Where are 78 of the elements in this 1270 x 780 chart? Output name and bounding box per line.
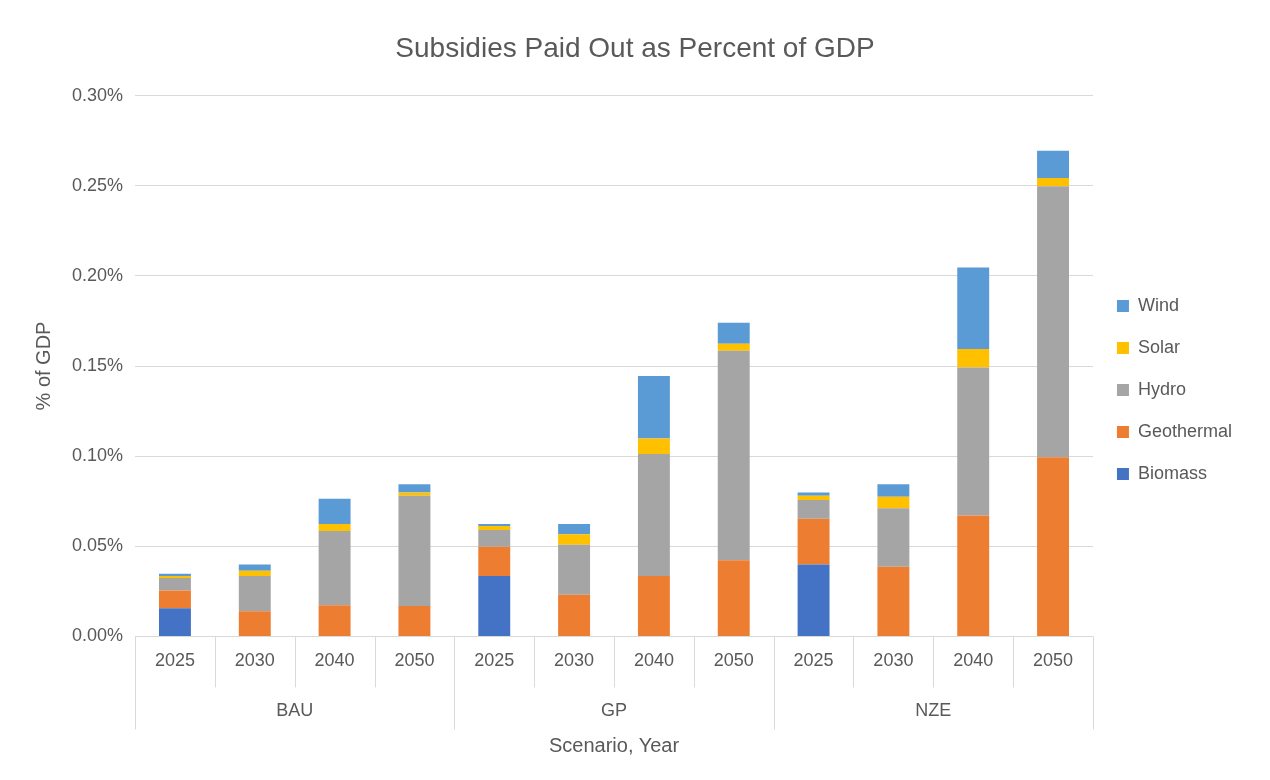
bar (637, 438, 670, 454)
chart-title: Subsidies Paid Out as Percent of GDP (395, 31, 875, 63)
bar (957, 348, 990, 368)
bar (717, 322, 750, 344)
bar (717, 343, 750, 351)
bar (717, 350, 750, 561)
text: GP (600, 700, 628, 721)
bar (318, 523, 351, 532)
x-tick-label: 2030 (873, 650, 914, 671)
bar (717, 560, 750, 636)
x-axis-title: Scenario, Year (548, 733, 680, 756)
bar (238, 576, 271, 612)
bar (478, 530, 511, 547)
x-tick-label: 2030 (554, 650, 595, 671)
bar (637, 453, 670, 577)
legend-label: Biomass (1137, 462, 1207, 483)
bar (558, 594, 591, 636)
x-tick-label: 2025 (154, 650, 195, 671)
bar (797, 518, 830, 565)
y-tick-label: 0.10% (71, 445, 124, 466)
text: BAU (276, 700, 314, 721)
bar (877, 566, 910, 636)
bar (1037, 150, 1070, 178)
bar (238, 564, 271, 571)
y-tick-label: 0.20% (71, 264, 124, 285)
bar (158, 590, 191, 609)
x-tick-label: 2040 (314, 650, 355, 671)
bar (637, 576, 670, 636)
bar (478, 576, 511, 636)
bar (877, 508, 910, 567)
bar (478, 525, 511, 531)
bar (797, 492, 830, 496)
bar (318, 605, 351, 636)
x-tick-label: 2025 (474, 650, 515, 671)
bar (558, 534, 591, 545)
bar (797, 564, 830, 636)
bar (158, 608, 191, 636)
bar (238, 570, 271, 577)
bar (318, 498, 351, 524)
bar (877, 496, 910, 509)
legend-label: Solar (1137, 336, 1180, 357)
bar (478, 546, 511, 577)
x-tick-label: 2030 (234, 650, 275, 671)
bar (1037, 457, 1070, 636)
text: NZE (915, 700, 952, 721)
x-tick-label: 2025 (793, 650, 834, 671)
bar (957, 367, 990, 516)
bar (797, 495, 830, 500)
y-tick-label: 0.15% (71, 354, 124, 375)
x-tick-label: 2040 (633, 650, 674, 671)
bar (398, 606, 431, 636)
bar (158, 577, 191, 591)
legend-label: Geothermal (1137, 420, 1232, 441)
bar (238, 611, 271, 636)
y-tick-label: 0.00% (71, 625, 124, 646)
bar (957, 515, 990, 636)
x-tick-label: 2050 (394, 650, 435, 671)
y-axis-title: % of GDP (31, 321, 54, 411)
y-tick-label: 0.05% (71, 535, 124, 556)
bar (398, 495, 431, 607)
bar (1037, 186, 1070, 458)
y-tick-label: 0.30% (71, 84, 124, 105)
bar (957, 267, 990, 349)
bar (398, 492, 431, 496)
bar (558, 544, 591, 595)
x-tick-label: 2050 (1033, 650, 1074, 671)
bar (637, 375, 670, 439)
x-tick-label: 2040 (953, 650, 994, 671)
bar (398, 484, 431, 493)
bar (1037, 177, 1070, 187)
bar (318, 531, 351, 606)
bar (877, 484, 910, 497)
bar (797, 499, 830, 519)
legend-label: Hydro (1137, 378, 1186, 399)
y-tick-label: 0.25% (71, 174, 124, 195)
legend-label: Wind (1137, 294, 1179, 315)
x-tick-label: 2050 (713, 650, 754, 671)
bar (558, 523, 591, 535)
